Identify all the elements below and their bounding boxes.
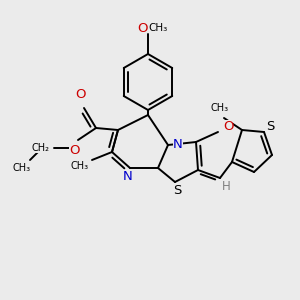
Text: S: S (173, 184, 181, 196)
Text: CH₂: CH₂ (31, 143, 49, 153)
Text: H: H (222, 179, 230, 193)
Text: O: O (75, 88, 85, 100)
Text: O: O (69, 143, 79, 157)
Text: O: O (137, 22, 147, 34)
Text: CH₃: CH₃ (13, 163, 31, 173)
Text: CH₃: CH₃ (148, 23, 168, 33)
Text: CH₃: CH₃ (71, 161, 89, 171)
Text: O: O (223, 119, 233, 133)
Text: CH₃: CH₃ (211, 103, 229, 113)
Text: S: S (266, 119, 274, 133)
Text: N: N (173, 139, 183, 152)
Text: N: N (123, 169, 133, 182)
